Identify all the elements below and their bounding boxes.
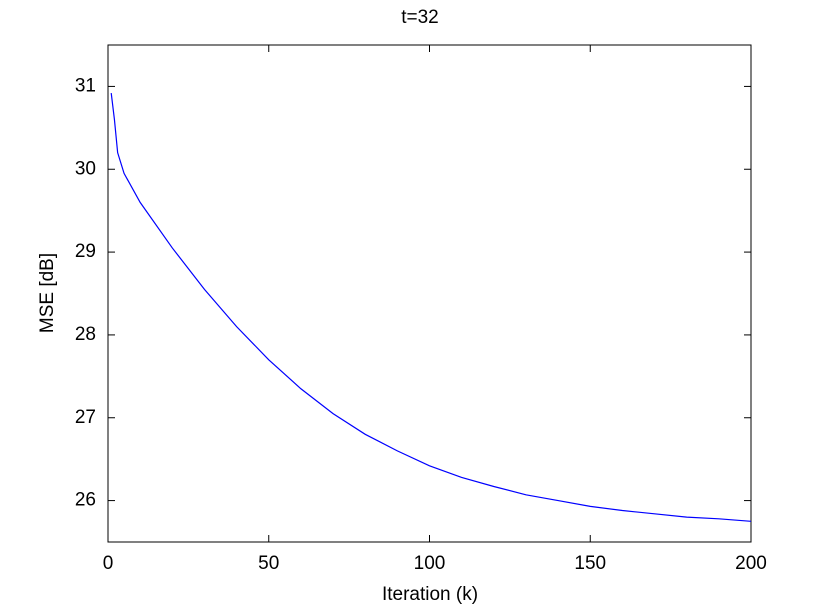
y-axis-label: MSE [dB]: [37, 253, 58, 333]
y-tick-label: 26: [75, 490, 96, 511]
y-tick-label: 28: [75, 324, 96, 345]
y-tick-label: 29: [75, 241, 96, 262]
y-tick-label: 27: [75, 407, 96, 428]
x-tick-label: 0: [103, 553, 114, 574]
plot-box: [107, 44, 752, 543]
y-tick-label: 30: [75, 158, 96, 179]
chart-title: t=32: [401, 7, 439, 28]
x-tick-label: 100: [414, 553, 446, 574]
y-tick-label: 31: [75, 75, 96, 96]
data-line: [110, 92, 752, 522]
x-tick-label: 50: [258, 553, 279, 574]
x-tick-label: 150: [574, 553, 606, 574]
x-axis-label: Iteration (k): [382, 584, 478, 605]
x-tick-label: 200: [735, 553, 767, 574]
